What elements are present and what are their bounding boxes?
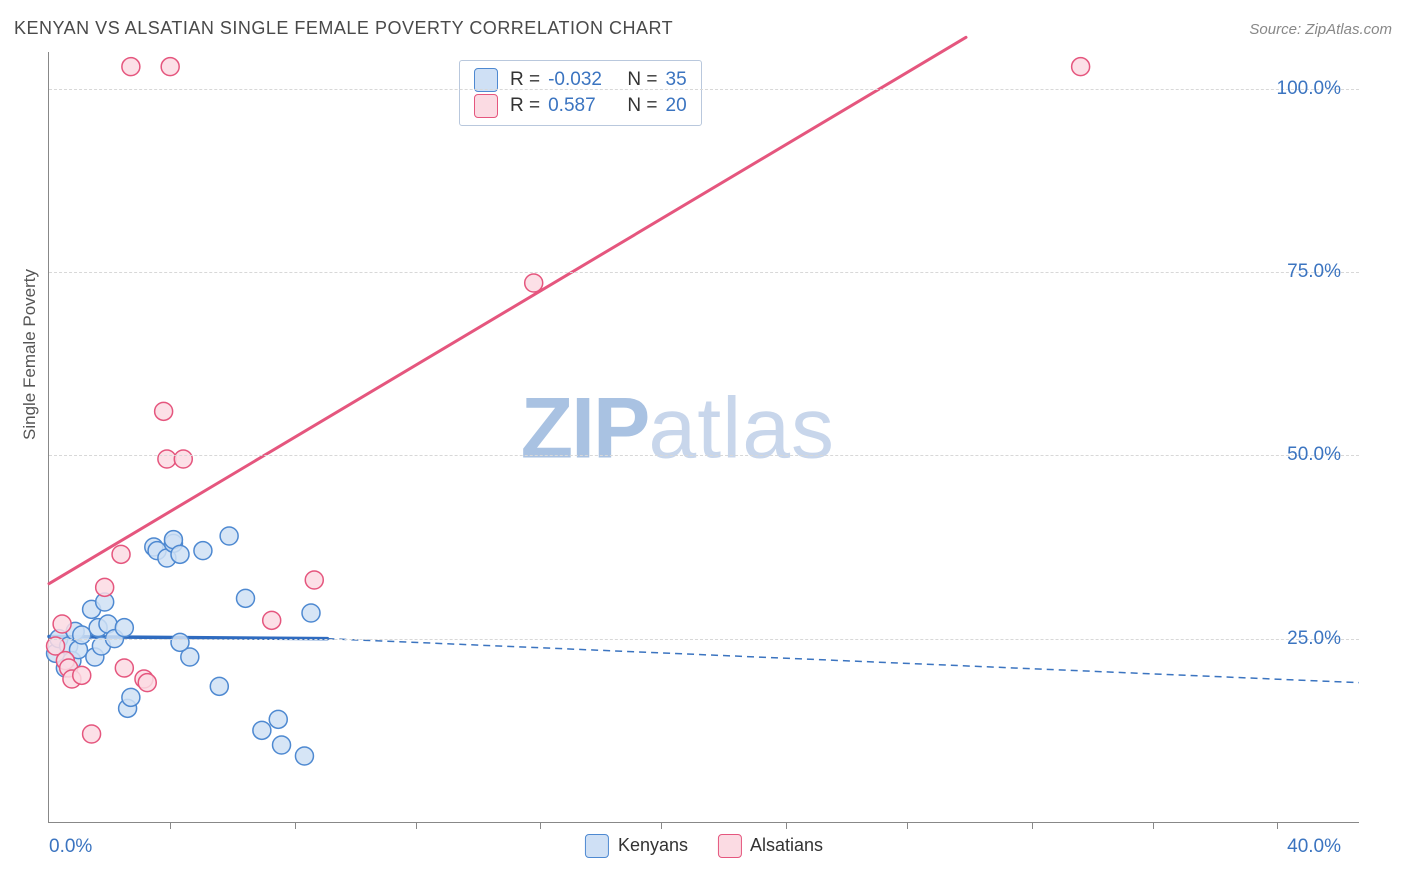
y-tick-label: 25.0% xyxy=(1287,628,1341,650)
gridline-h xyxy=(49,455,1359,456)
y-tick-label: 50.0% xyxy=(1287,444,1341,466)
gridline-h xyxy=(49,639,1359,640)
r-label: R = xyxy=(510,93,540,119)
x-axis-min-label: 0.0% xyxy=(49,836,92,858)
corr-row-alsatians: R = 0.587 N = 20 xyxy=(474,93,687,119)
x-tick xyxy=(1032,822,1033,829)
x-tick xyxy=(170,822,171,829)
n-value: 20 xyxy=(666,93,687,119)
y-tick-label: 75.0% xyxy=(1287,261,1341,283)
x-tick xyxy=(540,822,541,829)
x-tick xyxy=(661,822,662,829)
x-tick xyxy=(1153,822,1154,829)
n-label: N = xyxy=(627,93,657,119)
plot-area: ZIPatlas R = -0.032 N = 35 R = 0.587 N =… xyxy=(48,52,1359,823)
x-tick xyxy=(907,822,908,829)
legend-label: Kenyans xyxy=(618,835,688,855)
x-tick xyxy=(295,822,296,829)
x-tick xyxy=(416,822,417,829)
x-tick xyxy=(1277,822,1278,829)
chart-svg xyxy=(49,52,1359,822)
legend-label: Alsatians xyxy=(750,835,823,855)
y-tick-label: 100.0% xyxy=(1277,78,1341,100)
x-axis-max-label: 40.0% xyxy=(1287,836,1341,858)
legend-item-alsatians: Alsatians xyxy=(718,834,823,858)
correlation-legend: R = -0.032 N = 35 R = 0.587 N = 20 xyxy=(459,60,702,126)
gridline-h xyxy=(49,89,1359,90)
swatch-kenyans xyxy=(585,834,609,858)
legend-item-kenyans: Kenyans xyxy=(585,834,688,858)
y-axis-label: Single Female Poverty xyxy=(20,269,40,440)
swatch-alsatians xyxy=(718,834,742,858)
chart-title: KENYAN VS ALSATIAN SINGLE FEMALE POVERTY… xyxy=(14,18,673,39)
x-tick xyxy=(786,822,787,829)
swatch-alsatians xyxy=(474,94,498,118)
gridline-h xyxy=(49,272,1359,273)
r-value: 0.587 xyxy=(548,93,606,119)
source-label: Source: ZipAtlas.com xyxy=(1249,21,1392,38)
source-name: ZipAtlas.com xyxy=(1305,21,1392,38)
source-prefix: Source: xyxy=(1249,21,1305,38)
series-legend: Kenyans Alsatians xyxy=(585,834,823,858)
